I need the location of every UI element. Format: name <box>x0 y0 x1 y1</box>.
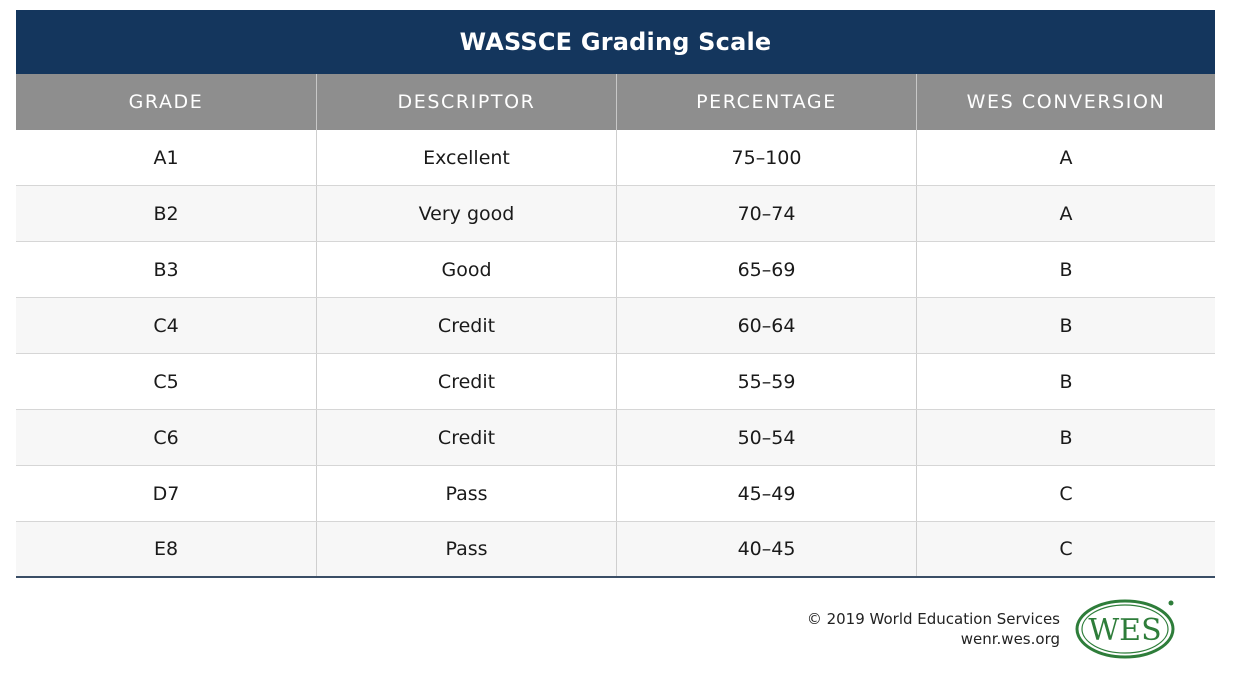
table-row: D7 Pass 45–49 C <box>16 466 1215 522</box>
grade-cell: D7 <box>152 482 180 505</box>
percentage-cell: 65–69 <box>616 242 916 297</box>
table-row: B2 Very good 70–74 A <box>16 186 1215 242</box>
column-header-percentage: PERCENTAGE <box>616 74 916 130</box>
wes-conversion-cell: B <box>916 410 1215 465</box>
footer: © 2019 World Education Services wenr.wes… <box>807 598 1178 660</box>
descriptor-cell: Credit <box>316 410 616 465</box>
descriptor-cell: Excellent <box>316 130 616 185</box>
grade-cell: A1 <box>153 146 179 169</box>
grade-cell: C4 <box>153 314 179 337</box>
source-url: wenr.wes.org <box>960 630 1060 648</box>
percentage-cell: 55–59 <box>616 354 916 409</box>
wes-conversion-cell: B <box>916 298 1215 353</box>
descriptor-cell: Very good <box>316 186 616 241</box>
wes-conversion-cell: B <box>916 242 1215 297</box>
credit-block: © 2019 World Education Services wenr.wes… <box>807 609 1060 649</box>
table-row: C6 Credit 50–54 B <box>16 410 1215 466</box>
wes-conversion-cell: B <box>916 354 1215 409</box>
grade-cell: B2 <box>153 202 179 225</box>
table-row: E8 Pass 40–45 C <box>16 522 1215 578</box>
wes-logo-mark: WES <box>1075 599 1175 659</box>
wes-logo: WES <box>1074 598 1178 660</box>
percentage-cell: 75–100 <box>616 130 916 185</box>
percentage-cell: 45–49 <box>616 466 916 521</box>
copyright-text: © 2019 World Education Services <box>806 610 1060 628</box>
table-row: C4 Credit 60–64 B <box>16 298 1215 354</box>
wes-conversion-cell: A <box>916 130 1215 185</box>
grade-cell: C5 <box>153 370 179 393</box>
column-header-descriptor: DESCRIPTOR <box>316 74 616 130</box>
descriptor-cell: Pass <box>316 522 616 576</box>
grade-cell: C6 <box>153 426 179 449</box>
percentage-cell: 40–45 <box>616 522 916 576</box>
grade-cell: E8 <box>153 538 179 560</box>
wes-conversion-cell: A <box>916 186 1215 241</box>
descriptor-cell: Credit <box>316 298 616 353</box>
descriptor-cell: Credit <box>316 354 616 409</box>
wes-conversion-cell: C <box>916 466 1215 521</box>
column-header-grade: GRADE <box>128 91 204 113</box>
descriptor-cell: Pass <box>316 466 616 521</box>
grade-cell: B3 <box>153 258 179 281</box>
table-row: C5 Credit 55–59 B <box>16 354 1215 410</box>
table-row: A1 Excellent 75–100 A <box>16 130 1215 186</box>
wes-conversion-cell: C <box>916 522 1215 576</box>
table-header-row: GRADE DESCRIPTOR PERCENTAGE WES CONVERSI… <box>16 74 1215 130</box>
logo-text: WES <box>1088 613 1161 648</box>
grading-table: WASSCE Grading Scale GRADE DESCRIPTOR PE… <box>16 10 1215 578</box>
table-title: WASSCE Grading Scale <box>16 10 1215 74</box>
descriptor-cell: Good <box>316 242 616 297</box>
table-row: B3 Good 65–69 B <box>16 242 1215 298</box>
percentage-cell: 70–74 <box>616 186 916 241</box>
column-header-wes-conversion: WES CONVERSION <box>916 74 1215 130</box>
percentage-cell: 60–64 <box>616 298 916 353</box>
percentage-cell: 50–54 <box>616 410 916 465</box>
